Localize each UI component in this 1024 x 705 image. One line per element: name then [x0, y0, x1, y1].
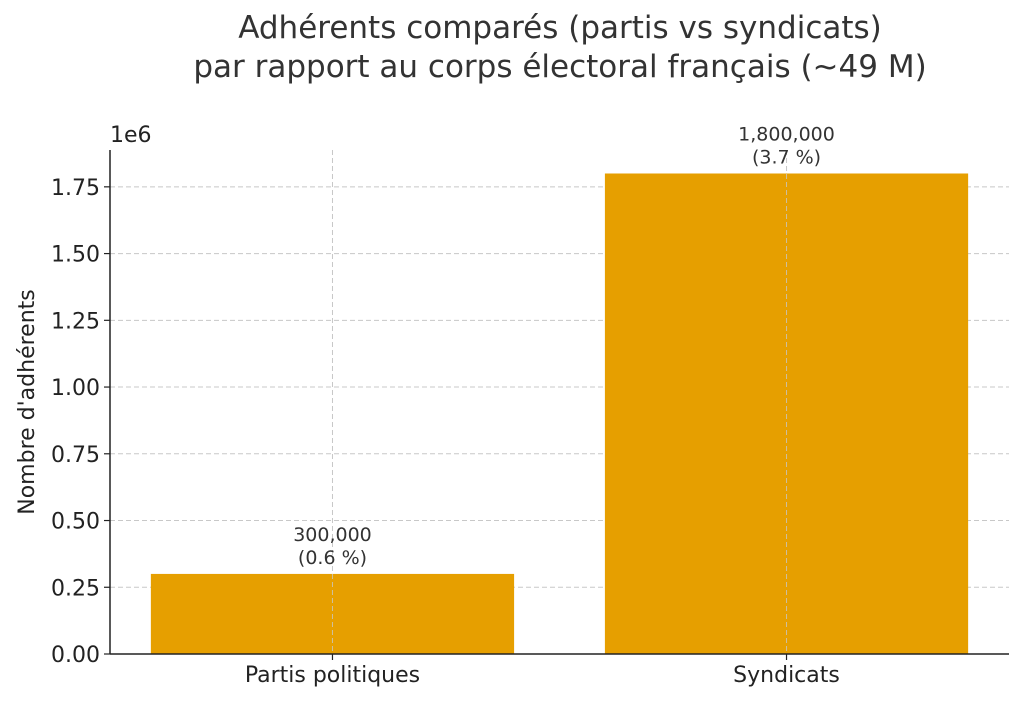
bar-1 — [604, 173, 969, 655]
x-tick-label: Syndicats — [733, 663, 840, 688]
y-tick-label: 1.50 — [51, 243, 100, 268]
data-label-percent: (0.6 %) — [298, 547, 367, 569]
y-tick-label: 0.50 — [51, 510, 100, 535]
bars — [150, 150, 969, 655]
data-label-value: 1,800,000 — [738, 123, 835, 145]
y-offset-label: 1e6 — [110, 123, 152, 148]
chart-title-line-2: par rapport au corps électoral français … — [193, 49, 926, 85]
data-label-percent: (3.7 %) — [752, 146, 821, 168]
chart-title-line-1: Adhérents comparés (partis vs syndicats) — [238, 10, 882, 46]
y-tick-label: 0.25 — [51, 576, 100, 601]
data-label-value: 300,000 — [293, 524, 372, 546]
y-tick-label: 1.00 — [51, 376, 100, 401]
x-tick-label: Partis politiques — [245, 663, 420, 688]
y-axis-label: Nombre d'adhérents — [15, 289, 40, 514]
y-tick-label: 1.25 — [51, 309, 100, 334]
y-tick-label: 1.75 — [51, 176, 100, 201]
y-tick-label: 0.75 — [51, 443, 100, 468]
labels: 300,000(0.6 %) 1,800,000(3.7 %) — [293, 123, 835, 568]
axes: 0.00 0.25 0.50 0.75 1.00 1.25 1.50 1.75 Partis p… — [51, 150, 1009, 688]
y-tick-label: 0.00 — [51, 643, 100, 668]
